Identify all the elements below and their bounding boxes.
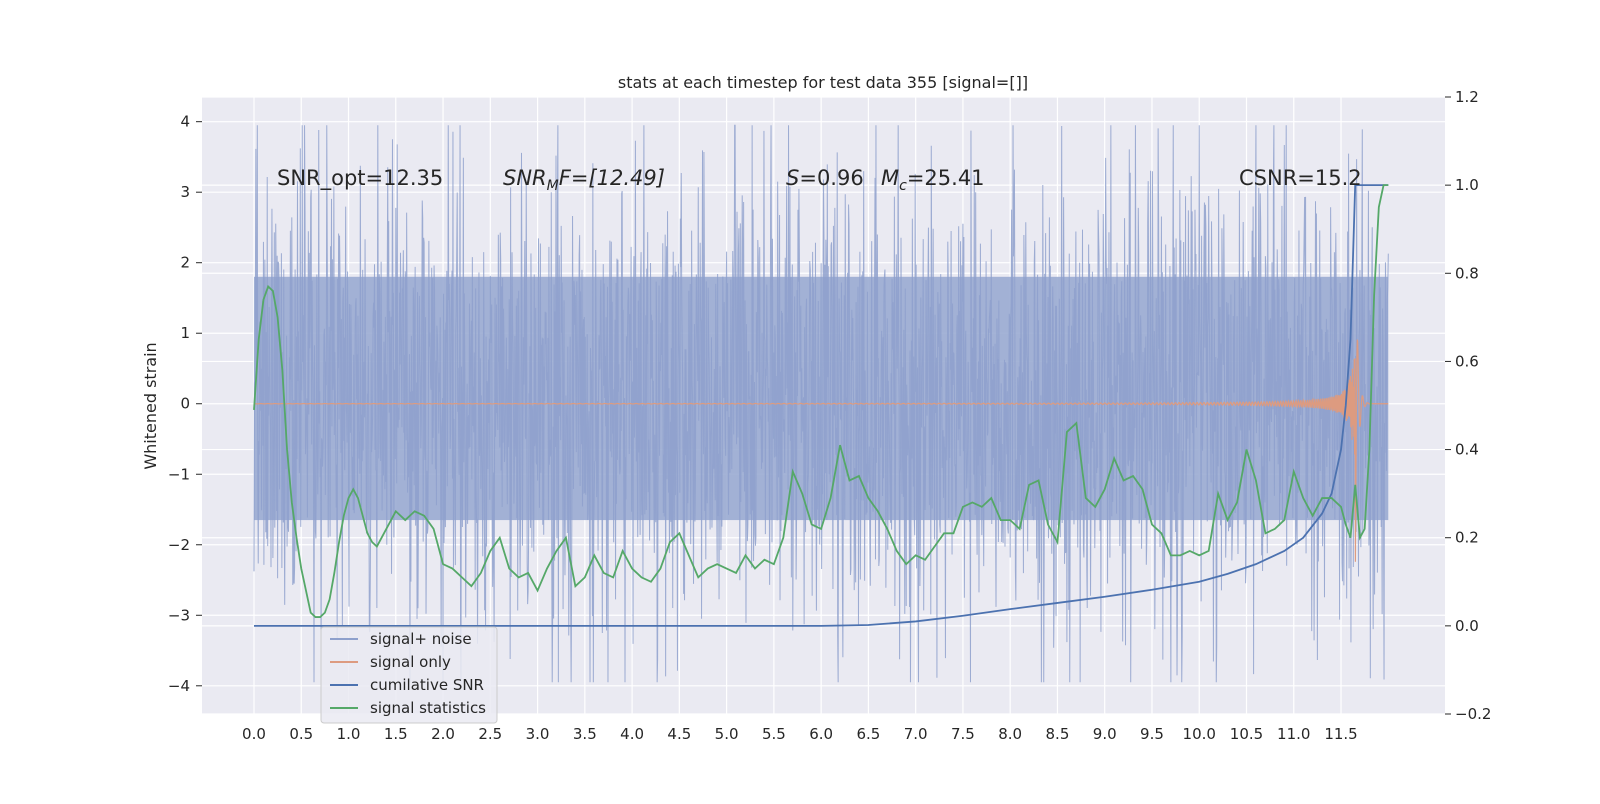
x-axis-ticks: 0.0 0.5 1.0 1.5 2.0 2.5 3.0 3.5 4.0 4.5 5.0 5.5 6.0 6… bbox=[242, 725, 1358, 743]
x-tick-label-9: 4.5 bbox=[667, 725, 691, 743]
y-right-tick-label-3: 0.6 bbox=[1455, 352, 1479, 370]
series-signal-only bbox=[253, 339, 1389, 562]
x-tick-label-14: 7.0 bbox=[904, 725, 928, 743]
x-tick-label-0: 0.0 bbox=[242, 725, 266, 743]
x-tick-label-10: 5.0 bbox=[715, 725, 739, 743]
annotation-s-symbol: S bbox=[786, 166, 799, 190]
series-signal-plus-noise bbox=[253, 124, 1389, 683]
x-tick-label-13: 6.5 bbox=[856, 725, 880, 743]
y-left-tick-label-0: 4 bbox=[180, 113, 190, 131]
x-tick-label-6: 3.0 bbox=[526, 725, 550, 743]
y-left-tick-label-7: −3 bbox=[168, 606, 190, 624]
signal-statistics-line bbox=[253, 184, 1389, 618]
y-right-tick-label-6: 0.0 bbox=[1455, 617, 1479, 635]
annotation-snr-opt: SNR_opt=12.35 bbox=[277, 166, 443, 191]
x-tick-label-18: 9.0 bbox=[1093, 725, 1117, 743]
x-tick-label-19: 9.5 bbox=[1140, 725, 1164, 743]
x-tick-label-8: 4.0 bbox=[620, 725, 644, 743]
series-signal-statistics bbox=[253, 184, 1389, 618]
y-right-tick-label-7: −0.2 bbox=[1455, 705, 1491, 723]
annotation-mc: Mc=25.41 bbox=[881, 166, 985, 194]
y-right-tick-label-5: 0.2 bbox=[1455, 529, 1479, 547]
x-tick-label-23: 11.5 bbox=[1324, 725, 1357, 743]
annotation-mc-symbol: M bbox=[881, 166, 899, 190]
x-tick-label-21: 10.5 bbox=[1230, 725, 1263, 743]
x-tick-label-1: 0.5 bbox=[289, 725, 313, 743]
annotation-csnr: CSNR=15.2 bbox=[1239, 166, 1362, 190]
cumilative-snr-line bbox=[253, 184, 1389, 627]
annotation-snr-mf-subscript: M bbox=[547, 178, 559, 194]
y-right-tick-label-1: 1.0 bbox=[1455, 176, 1479, 194]
annotation-snr-mf-value: F=[12.49] bbox=[559, 166, 665, 190]
legend: signal+ noise signal only cumilative SNR si… bbox=[320, 626, 498, 724]
x-tick-label-16: 8.0 bbox=[998, 725, 1022, 743]
x-tick-label-4: 2.0 bbox=[431, 725, 455, 743]
x-tick-label-20: 10.0 bbox=[1183, 725, 1216, 743]
y-axis-label: Whitened strain bbox=[141, 342, 160, 469]
y-left-tick-label-4: 0 bbox=[180, 395, 190, 413]
x-tick-label-7: 3.5 bbox=[573, 725, 597, 743]
annotation-mc-subscript: c bbox=[899, 178, 907, 194]
y-left-tick-label-8: −4 bbox=[168, 677, 190, 695]
annotation-mc-value: =25.41 bbox=[907, 166, 985, 190]
y-left-tick-label-3: 1 bbox=[180, 324, 190, 342]
x-tick-label-12: 6.0 bbox=[809, 725, 833, 743]
y-left-axis-ticks: 4 3 2 1 0 −1 −2 −3 −4 bbox=[168, 113, 202, 695]
annotation-s: S=0.96 bbox=[786, 166, 864, 190]
x-tick-label-2: 1.0 bbox=[337, 725, 361, 743]
y-left-tick-label-5: −1 bbox=[168, 465, 190, 483]
x-tick-label-15: 7.5 bbox=[951, 725, 975, 743]
legend-entries: signal+ noise signal only cumilative SNR si… bbox=[330, 630, 486, 717]
y-right-tick-label-0: 1.2 bbox=[1455, 88, 1479, 106]
legend-label-0: signal+ noise bbox=[370, 630, 472, 648]
annotation-snr-mf-symbol: SNR bbox=[503, 166, 547, 190]
legend-label-2: cumilative SNR bbox=[370, 676, 484, 694]
legend-label-3: signal statistics bbox=[370, 699, 486, 717]
x-tick-label-5: 2.5 bbox=[478, 725, 502, 743]
y-right-tick-label-4: 0.4 bbox=[1455, 441, 1479, 459]
y-left-tick-label-6: −2 bbox=[168, 536, 190, 554]
x-tick-label-17: 8.5 bbox=[1046, 725, 1070, 743]
x-tick-label-22: 11.0 bbox=[1277, 725, 1310, 743]
y-left-tick-label-1: 3 bbox=[180, 183, 190, 201]
legend-label-1: signal only bbox=[370, 653, 451, 671]
x-tick-label-11: 5.5 bbox=[762, 725, 786, 743]
y-left-tick-label-2: 2 bbox=[180, 254, 190, 272]
chart-title: stats at each timestep for test data 355… bbox=[618, 73, 1028, 92]
signal-only-trace bbox=[253, 339, 1389, 562]
legend-box bbox=[320, 626, 498, 724]
y-right-tick-label-2: 0.8 bbox=[1455, 264, 1479, 282]
x-tick-label-3: 1.5 bbox=[384, 725, 408, 743]
annotation-s-value: =0.96 bbox=[799, 166, 863, 190]
series-cumilative-snr bbox=[253, 184, 1389, 627]
annotation-snr-mf: SNRMF=[12.49] bbox=[503, 166, 665, 194]
y-right-axis-ticks: 1.2 1.0 0.8 0.6 0.4 0.2 0.0 −0.2 bbox=[1445, 88, 1491, 723]
